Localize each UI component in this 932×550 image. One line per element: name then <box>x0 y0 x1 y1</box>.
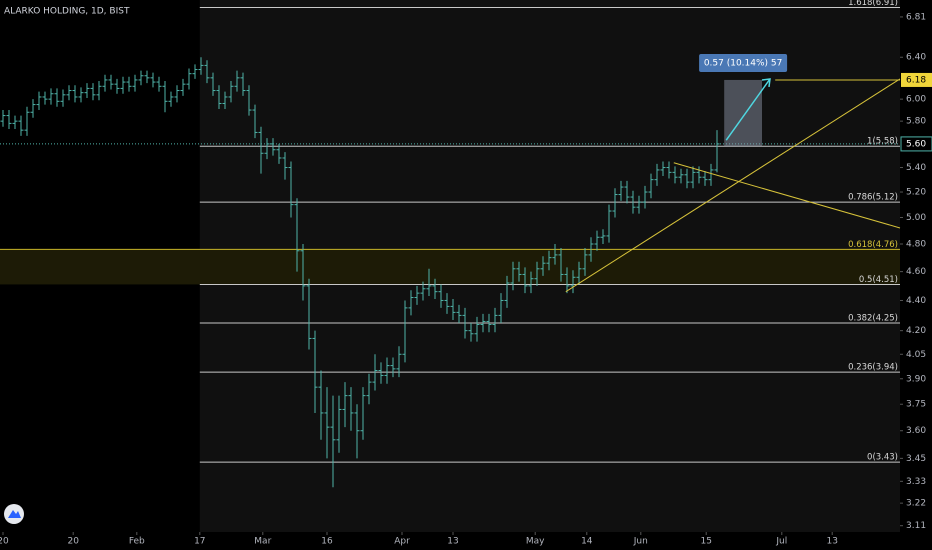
trend-line <box>673 162 901 229</box>
current-price-box <box>900 136 932 152</box>
y-tick-label: 5.40 <box>906 163 926 173</box>
y-tick-label: 4.20 <box>906 326 926 336</box>
front-layer: 0.57 (10.14%) 57 6.18 5.60 <box>565 53 932 293</box>
y-tick-label: 3.75 <box>906 400 926 410</box>
y-tick-label: 5.80 <box>906 117 926 127</box>
measure-arrow <box>725 78 771 141</box>
fib-label: 0.786(5.12) <box>848 193 898 203</box>
x-tick-label: Mar <box>254 537 271 547</box>
y-tick-label: 4.40 <box>906 296 926 306</box>
y-tick-label: 3.60 <box>906 426 926 436</box>
x-tick-label: May <box>526 537 545 547</box>
fib-zone <box>0 249 900 285</box>
x-tick-label: Feb <box>129 537 145 547</box>
x-tick-label: 16 <box>321 537 333 547</box>
y-tick-label: 3.33 <box>906 477 926 487</box>
chart-title: ALARKO HOLDING, 1D, BIST <box>4 7 130 17</box>
logo <box>4 504 24 524</box>
main-layer <box>0 57 720 488</box>
y-tick-label: 5.00 <box>906 213 926 223</box>
y-tick-label: 3.90 <box>906 374 926 384</box>
x-tick-label: 14 <box>581 537 593 547</box>
y-tick-label: 6.00 <box>906 95 926 105</box>
fib-label: 0.382(4.25) <box>848 313 898 323</box>
target-price-label: 6.18 <box>906 75 926 85</box>
x-tick-label: 13 <box>826 537 837 547</box>
x-tick-label: Jun <box>633 537 648 547</box>
x-tick-label: Apr <box>394 537 410 547</box>
measure-arrowhead <box>761 78 771 88</box>
current-price-label: 5.60 <box>906 139 926 149</box>
fib-label: 0.236(3.94) <box>848 363 898 373</box>
trend-line <box>565 78 901 293</box>
y-tick-label: 6.40 <box>906 53 926 63</box>
fib-label: 0.618(4.76) <box>848 240 898 250</box>
y-tick-label: 4.80 <box>906 239 926 249</box>
fib-label: 0(3.43) <box>867 453 898 463</box>
measure-label: 0.57 (10.14%) 57 <box>704 58 783 68</box>
y-tick-label: 6.81 <box>906 12 926 22</box>
fib-label: 1.618(6.91) <box>848 0 898 8</box>
y-tick-label: 5.20 <box>906 188 926 198</box>
y-tick-label: 4.05 <box>906 350 926 360</box>
fib-label: 1(5.58) <box>867 137 898 147</box>
fib-label: 0.5(4.51) <box>859 275 898 285</box>
x-tick-label: 20 <box>0 537 9 547</box>
target-price-box <box>901 72 932 87</box>
y-tick-label: 4.60 <box>906 267 926 277</box>
x-tick-label: 17 <box>194 537 205 547</box>
x-tick-label: 20 <box>67 537 79 547</box>
x-tick-label: 15 <box>700 537 711 547</box>
x-tick-label: 13 <box>447 537 458 547</box>
x-tick-label: Jul <box>775 537 787 547</box>
y-tick-label: 3.45 <box>906 454 926 464</box>
y-tick-label: 3.22 <box>906 499 926 509</box>
y-tick-label: 3.11 <box>906 521 926 531</box>
measure-label-box <box>699 53 788 72</box>
